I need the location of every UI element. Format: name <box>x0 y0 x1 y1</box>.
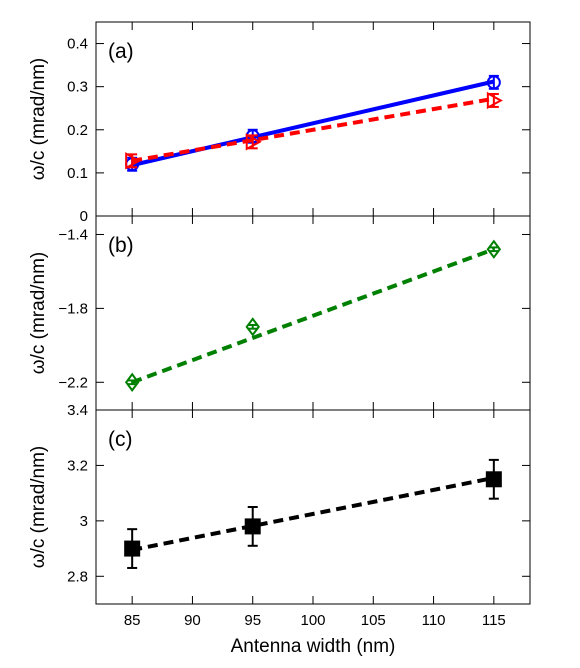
data-point <box>486 91 503 110</box>
y-axis-label: ω/c (mrad/nm) <box>28 252 49 375</box>
panel-1: 0 0.1 0.2 0.3 0.4 (a) <box>67 21 531 225</box>
data-point <box>245 317 260 337</box>
x-tick-label: 105 <box>361 612 386 629</box>
y-tick-label: 3.2 <box>67 457 88 474</box>
data-point <box>244 518 261 535</box>
x-tick-label: 85 <box>124 612 141 629</box>
panel-label: (a) <box>108 40 134 63</box>
panel-2: −2.2 −1.8 −1.4 (b) <box>58 215 531 411</box>
x-tick-label: 100 <box>300 612 325 629</box>
series-1 <box>124 458 502 569</box>
x-tick-label: 115 <box>482 612 506 629</box>
data-point <box>485 471 502 488</box>
panel-label: (b) <box>108 234 134 257</box>
data-point <box>124 540 141 557</box>
panel-frame <box>95 21 531 217</box>
error-bar <box>127 379 138 386</box>
y-tick-label: −2.2 <box>58 374 88 391</box>
x-tick-label: 95 <box>244 612 261 629</box>
fit-line <box>131 475 495 552</box>
y-tick-label: 3.4 <box>67 402 88 419</box>
data-point <box>486 239 502 259</box>
error-bar <box>488 246 499 253</box>
data-point <box>245 133 262 151</box>
y-tick-label: −1.8 <box>58 300 88 317</box>
y-axis-label: ω/c (mrad/nm) <box>28 58 49 181</box>
panel-frame <box>95 409 531 605</box>
series-1 <box>124 239 502 392</box>
x-tick-label: 90 <box>184 612 201 629</box>
y-tick-label: −1.4 <box>58 226 88 243</box>
data-point <box>486 75 501 90</box>
y-tick-label: 0.3 <box>67 79 88 96</box>
data-point <box>125 152 142 170</box>
x-axis-label: Antenna width (nm) <box>231 636 396 657</box>
y-tick-label: 2.8 <box>67 568 88 585</box>
series-2 <box>125 91 503 170</box>
y-axis-label: ω/c (mrad/nm) <box>28 446 49 569</box>
fit-line <box>131 247 495 385</box>
fit-line <box>131 96 495 163</box>
data-point <box>124 372 140 392</box>
y-tick-label: 0.2 <box>67 122 88 139</box>
series-1 <box>125 74 501 172</box>
panel-label: (c) <box>108 428 133 451</box>
y-tick-label: 3 <box>80 513 88 530</box>
panel-frame <box>95 215 531 411</box>
panel-3: 2.8 3 3.2 3.4 (c) <box>67 402 531 605</box>
error-bar <box>247 324 258 330</box>
y-tick-label: 0 <box>80 208 88 225</box>
x-tick-label: 110 <box>422 612 446 629</box>
y-tick-label: 0.4 <box>67 36 88 53</box>
y-tick-label: 0.1 <box>67 165 88 182</box>
fit-line <box>131 79 495 168</box>
